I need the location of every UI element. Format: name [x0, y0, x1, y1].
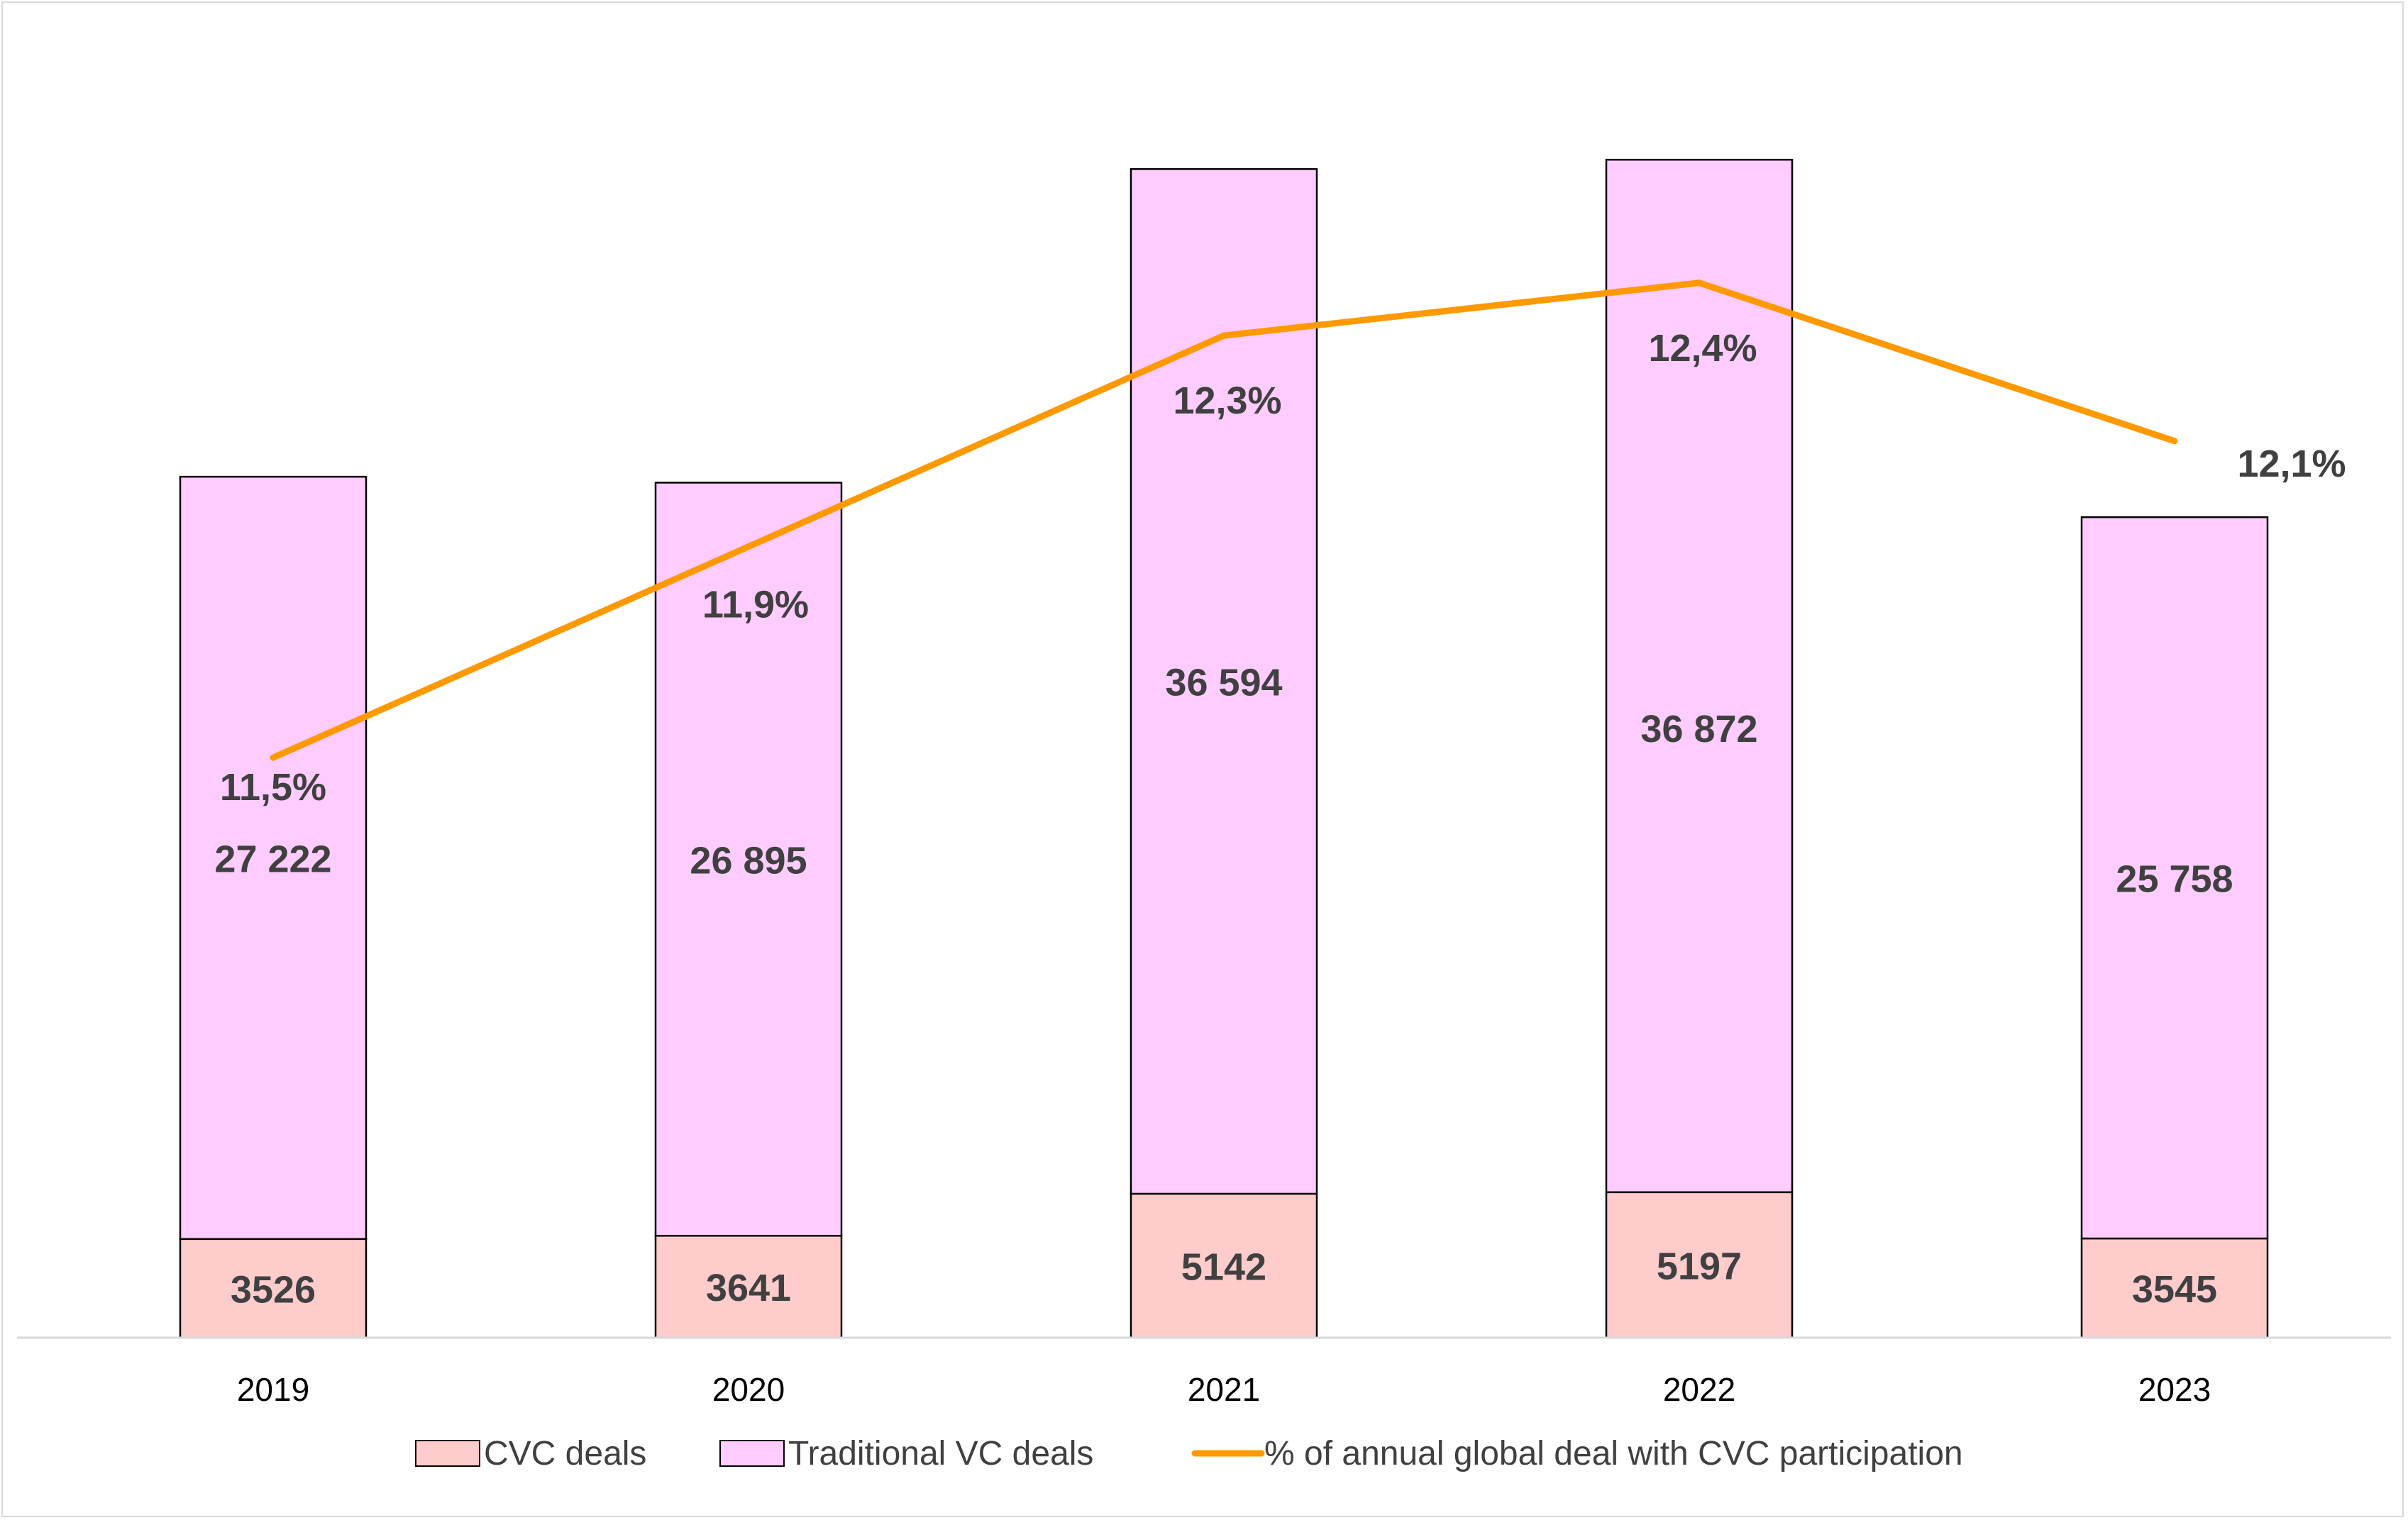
legend-label-line: % of annual global deal with CVC partici…: [1264, 1435, 1963, 1472]
data-label-cvc-2021: 5142: [1181, 1246, 1266, 1289]
data-label-traditional-2021: 36 594: [1165, 662, 1282, 704]
x-tick-2019: 2019: [237, 1371, 309, 1408]
x-tick-2020: 2020: [712, 1371, 785, 1408]
legend-swatch-traditional: [719, 1440, 785, 1467]
pct-label-2022: 12,4%: [1648, 327, 1757, 370]
bar-cvc-2022: [1605, 1191, 1794, 1339]
line-layer: 11,5% 11,9% 12,3% 12,4% 12,1%: [220, 279, 2346, 809]
line-point-2019: [272, 757, 274, 759]
pct-label-2021: 12,3%: [1173, 379, 1281, 422]
pct-label-2023: 12,1%: [2237, 443, 2346, 485]
bar-traditional-2021: [1130, 168, 1318, 1195]
line-point-2023: [2174, 440, 2175, 442]
legend-swatch-cvc: [415, 1440, 480, 1467]
bar-cvc-2023: [2080, 1237, 2269, 1339]
data-label-traditional-2022: 36 872: [1640, 708, 1757, 750]
bar-traditional-2022: [1605, 158, 1794, 1194]
x-tick-labels: 2019 2020 2021 2022 2023: [237, 1371, 2211, 1408]
line-point-2020: [748, 545, 749, 548]
line-point-2021: [1223, 335, 1225, 337]
data-label-cvc-2022: 5197: [1657, 1245, 1742, 1287]
legend: CVC deals Traditional VC deals % of annual…: [415, 1435, 1963, 1472]
data-label-cvc-2019: 3526: [231, 1268, 316, 1311]
data-label-traditional-2023: 25 758: [2116, 858, 2233, 901]
data-label-cvc-2023: 3545: [2132, 1268, 2217, 1311]
x-tick-2021: 2021: [1188, 1371, 1260, 1408]
line-point-2022: [1699, 282, 1700, 284]
legend-label-cvc: CVC deals: [484, 1435, 646, 1472]
bar-traditional-2020: [654, 482, 843, 1237]
data-label-traditional-2019: 27 222: [214, 838, 331, 880]
legend-label-traditional: Traditional VC deals: [788, 1435, 1093, 1472]
x-tick-2022: 2022: [1663, 1371, 1735, 1408]
bar-cvc-2019: [179, 1238, 368, 1339]
pct-label-2020: 11,9%: [702, 584, 809, 626]
bars-layer: 3526 27 222 3641 26 895 5142 36 594 5197 36 872…: [179, 158, 2269, 1339]
bar-traditional-2023: [2080, 516, 2269, 1240]
x-tick-2023: 2023: [2138, 1371, 2211, 1408]
bar-traditional-2019: [179, 475, 368, 1241]
data-label-cvc-2020: 3641: [706, 1267, 791, 1309]
data-label-traditional-2020: 26 895: [690, 839, 807, 882]
pct-label-2019: 11,5%: [220, 766, 326, 809]
